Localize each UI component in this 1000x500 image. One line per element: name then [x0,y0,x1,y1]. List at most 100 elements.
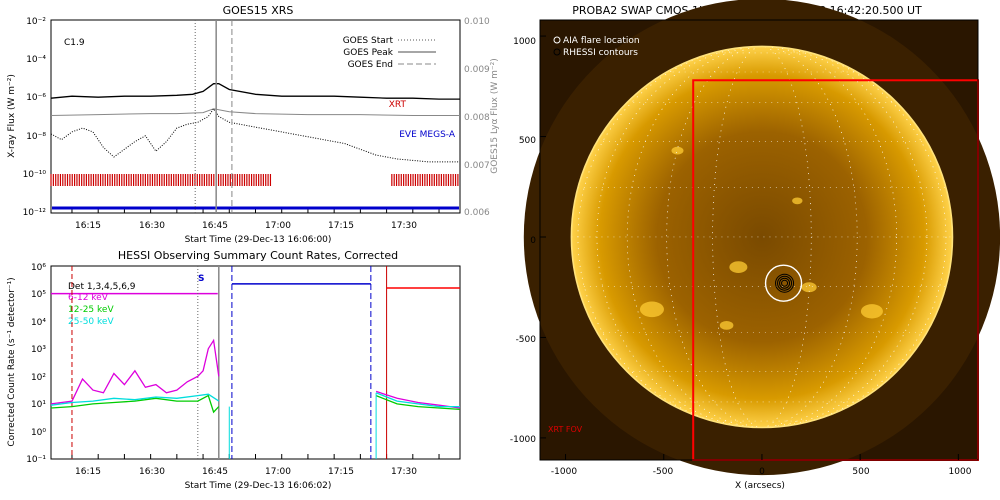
goes-xtick: 16:30 [139,221,165,231]
hessi-ytick: 10⁻¹ [26,455,46,465]
hessi-series-2 [50,393,220,406]
hessi-plot-frame [50,265,461,460]
goes-y-right-ticks: 0.010 0.009 0.008 0.007 0.006 [464,17,490,218]
hessi-title: HESSI Observing Summary Count Rates, Cor… [118,249,398,262]
hessi-series-0 [50,338,220,405]
swap-legend: AIA flare location RHESSI contours [553,36,640,58]
goes-ytick-right: 0.007 [464,161,490,171]
hessi-ytick: 10⁰ [31,428,46,438]
hessi-legend-det: Det 1,3,4,5,6,9 [68,282,136,292]
swap-image [523,0,1000,476]
swap-legend-aia-swatch [553,36,561,44]
swap-legend-rhessi-label: RHESSI contours [563,48,638,58]
swap-y-ticks: 1000 500 0 -500 -1000 [510,37,536,445]
hessi-xtick: 16:45 [202,467,228,477]
hessi-ytick: 10⁶ [31,263,46,273]
goes-series-0 [50,83,460,100]
swap-ytick: -1000 [510,435,536,445]
hessi-xlabel: Start Time (29-Dec-13 16:06:02) [185,481,332,491]
hessi-ylabel: Corrected Count Rate (s⁻¹ detector⁻¹) [7,277,17,446]
goes-x-ticks: 16:15 16:30 16:45 17:00 17:15 17:30 [75,221,417,231]
goes-marks [50,20,460,213]
active-region [729,261,748,273]
sun-disk [571,46,953,428]
goes-ytick: 10⁻⁶ [26,93,46,103]
swap-ytick: 1000 [513,37,536,47]
active-region [671,146,684,155]
goes-xtick: 17:30 [391,221,417,231]
swap-ytick: -500 [516,335,537,345]
swap-xtick: 1000 [949,467,972,477]
goes-ytick: 10⁻² [26,17,46,27]
hessi-panel: HESSI Observing Summary Count Rates, Cor… [7,249,461,491]
goes-xrt-annotation: XRT [389,100,407,110]
goes-ytick: 10⁻¹² [23,208,47,218]
goes-ytick: 10⁻⁴ [26,55,46,65]
hessi-series-cyan-late [375,392,460,408]
swap-xtick: -1000 [551,467,577,477]
goes-xtick: 16:45 [202,221,228,231]
goes-series-1 [50,108,460,116]
goes-xtick: 17:15 [328,221,354,231]
hessi-xtick: 16:15 [75,467,101,477]
active-region [860,304,883,319]
goes-ylabel-right: GOES15 Lyα Flux (W m⁻²) [490,58,500,174]
hessi-ytick: 10² [31,373,46,383]
goes-legend-end-label: GOES End [348,60,393,70]
goes-legend-peak-label: GOES Peak [343,48,393,58]
hessi-legend-12-25: 12-25 keV [68,305,114,315]
hessi-s-label: S [198,274,204,284]
swap-legend-rhessi-swatch [553,48,561,56]
active-region [801,282,817,293]
hessi-ytick: 10³ [31,345,46,355]
hessi-series-3 [375,390,461,409]
goes-legend-start-label: GOES Start [343,36,394,46]
longitude-line [596,46,928,428]
goes-xtick: 17:00 [265,221,291,231]
swap-xtick: 0 [759,467,765,477]
goes-ytick: 10⁻⁸ [26,132,46,142]
solar-limb [570,45,954,429]
active-region [639,301,664,318]
hessi-ytick: 10¹ [31,400,46,410]
goes-ytick-right: 0.008 [464,113,490,123]
hessi-x-ticks: 16:15 16:30 16:45 17:00 17:15 17:30 [75,467,417,477]
rhessi-contour [781,279,789,287]
hessi-ytick: 10⁴ [31,318,46,328]
swap-legend-aia-label: AIA flare location [563,36,640,46]
swap-xtick: -500 [653,467,674,477]
goes-panel: GOES15 XRS C1.9 10⁻² 10⁻⁴ 10⁻⁶ 10⁻⁸ 10⁻¹… [7,4,500,245]
hessi-legend-6-12: 6-12 keV [68,293,109,303]
rhessi-contour [777,275,793,291]
hessi-y-ticks: 10⁶ 10⁵ 10⁴ 10³ 10² 10¹ 10⁰ 10⁻¹ [26,263,46,465]
hessi-marks [50,266,461,459]
hessi-xtick: 17:00 [265,467,291,477]
hessi-ytick: 10⁵ [31,290,46,300]
goes-xtick: 16:15 [75,221,101,231]
hessi-legend-25-50: 25-50 keV [68,317,114,327]
hessi-xtick: 16:30 [139,467,165,477]
swap-ytick: 0 [530,236,536,246]
hessi-series-green-late [375,394,461,411]
swap-panel: PROBA2 SWAP CMOS 1Kx1K 174 29-Dec-2013 1… [510,0,1000,491]
hessi-xtick: 17:15 [328,467,354,477]
hessi-legend: Det 1,3,4,5,6,9 6-12 keV 12-25 keV 25-50… [68,282,136,327]
goes-legend: GOES Start GOES Peak GOES End [343,36,436,70]
goes-eve-annotation: EVE MEGS-A [399,130,456,140]
goes-ytick-right: 0.006 [464,208,490,218]
aia-flare-circle [764,264,803,302]
goes-ytick: 10⁻¹⁰ [23,170,47,180]
swap-ytick: 500 [519,136,536,146]
longitude-line [626,46,897,428]
goes-y-ticks: 10⁻² 10⁻⁴ 10⁻⁶ 10⁻⁸ 10⁻¹⁰ 10⁻¹² [23,17,47,218]
goes-ylabel: X-ray Flux (W m⁻²) [7,74,17,158]
hessi-xtick: 17:30 [391,467,417,477]
hessi-series-1 [50,394,220,414]
goes-ytick-right: 0.010 [464,17,490,27]
rhessi-contour [779,277,791,289]
active-region [792,197,803,205]
swap-xtick: 500 [852,467,869,477]
goes-xlabel: Start Time (29-Dec-13 16:06:00) [185,235,332,245]
goes-ytick-right: 0.009 [464,65,490,75]
